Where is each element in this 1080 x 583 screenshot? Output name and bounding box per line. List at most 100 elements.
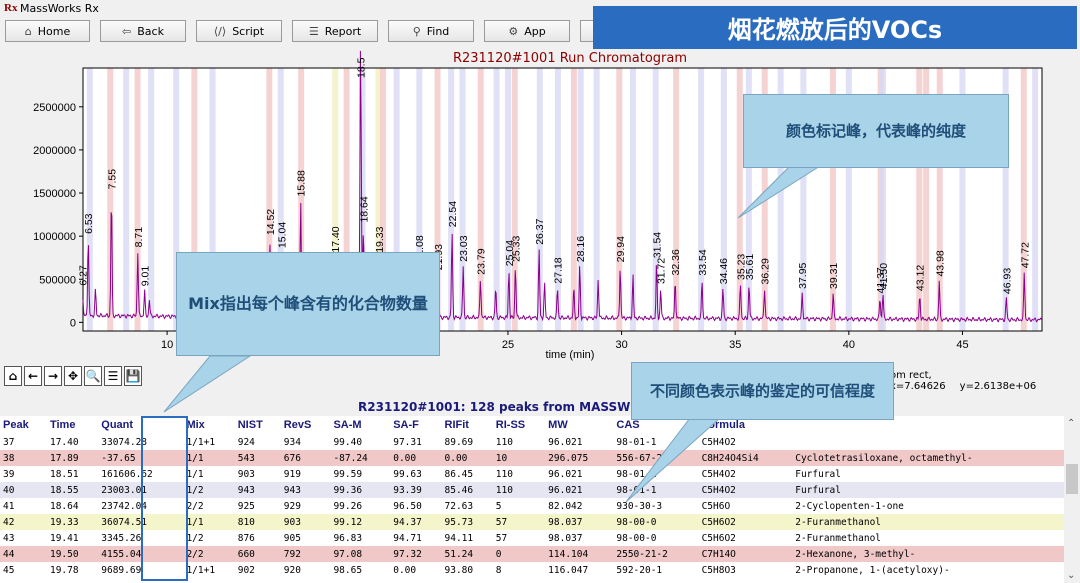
table-row[interactable]: 42 19.33 36074.51 1/1 810 903 99.12 94.37 95.73 5… [0,514,1064,530]
scroll-down-icon[interactable]: ⌄ [1067,570,1076,581]
table-cell: 660 [234,546,281,562]
table-cell: 1/1+1 [183,562,235,578]
peak-band [148,68,155,331]
table-header-row: Peak Time Quant Mix NIST RevS SA-M SA-F RIFit RI-… [0,416,1064,434]
peak-band [1032,68,1039,331]
title-bar: Rx MassWorks Rx [0,0,1080,18]
column-header[interactable]: RI-SS [492,416,546,434]
table-row[interactable]: 37 17.40 33074.28 1/1+1 924 934 99.40 97.31 89.6… [0,434,1064,450]
table-cell: 86.45 [441,466,493,482]
table-cell: 9689.69 [98,562,184,578]
table-row[interactable]: 39 18.51 161606.62 1/1 903 919 99.59 99.63 86.45… [0,466,1064,482]
peak-band [134,68,141,331]
peak-label: 23.79 [475,248,487,274]
table-cell: 905 [280,530,331,546]
column-header[interactable]: SA-M [330,416,391,434]
table-cell: 96.83 [330,530,391,546]
back-arrow-icon[interactable]: ← [24,366,42,386]
table-cell: 94.37 [390,514,442,530]
chromatogram-chart[interactable]: 0500000100000015000002000000250000010152… [0,44,1080,366]
column-header[interactable]: Time [46,416,99,434]
app-label: App [524,24,546,38]
table-cell: 543 [234,450,281,466]
column-header[interactable]: Quant [98,416,184,434]
table-row[interactable]: 43 19.41 3345.26 1/2 876 905 96.83 94.71 94.11 57… [0,530,1064,546]
scroll-up-icon[interactable]: ⌃ [1067,418,1076,429]
table-cell: 97.08 [330,546,391,562]
back-button[interactable]: ⇦ Back [100,20,186,42]
report-button[interactable]: ☰ Report [292,20,378,42]
table-cell: 93.80 [441,562,493,578]
table-cell: 2-Furanmethanol [792,514,1064,530]
find-button[interactable]: ⚲ Find [388,20,474,42]
table-cell: 161606.62 [98,466,184,482]
table-cell: 89.69 [441,434,493,450]
table-cell: 0.00 [441,450,493,466]
table-cell: 57 [492,530,546,546]
table-cell: 19.78 [46,562,99,578]
column-header[interactable]: RIFit [441,416,493,434]
table-cell: 82.042 [545,498,614,514]
peak-label: 31.72 [656,258,668,284]
forward-arrow-icon[interactable]: → [44,366,62,386]
table-cell: 99.63 [390,466,442,482]
peak-band [448,68,455,331]
column-header[interactable]: Peak [0,416,47,434]
script-button[interactable]: ⟨/⟩ Script [196,20,282,42]
table-row[interactable]: 38 17.89 -37.65 1/1 543 676 -87.24 0.00 0.00 10 29… [0,450,1064,466]
table-row[interactable]: 45 19.78 9689.69 1/1+1 902 920 98.65 0.00 93.80 8… [0,562,1064,578]
table-cell: 98-01-1 [613,434,699,450]
peak-label: 9.01 [140,266,152,287]
zoom-icon[interactable]: 🔍 [84,366,102,386]
table-cell: 98-01-1 [613,482,699,498]
pan-icon[interactable]: ✥ [64,366,82,386]
table-scrollbar[interactable]: ⌃ ⌄ [1064,416,1080,583]
table-cell: 934 [280,434,331,450]
x-tick-label: 35 [729,339,741,351]
table-cell: Cyclotetrasiloxane, octamethyl- [792,450,1064,466]
table-row[interactable]: 41 18.64 23742.04 2/2 925 929 99.26 96.50 72.63 5… [0,498,1064,514]
table-cell: 1/1 [183,514,235,530]
peak-band [879,68,886,331]
table-cell: C5H4O2 [698,482,793,498]
table-cell: C5H6O2 [698,514,793,530]
table-cell: 41 [0,498,47,514]
app-button[interactable]: ⚙ App [484,20,570,42]
configure-icon[interactable]: ☰ [104,366,122,386]
column-header[interactable] [792,416,1064,434]
y-tick-label: 500000 [39,274,76,286]
table-cell: 2-Hexanone, 3-methyl- [792,546,1064,562]
save-icon[interactable]: 💾 [124,366,142,386]
home-button[interactable]: ⌂ Home [5,20,90,42]
peak-label: 35.61 [744,254,756,280]
table-row[interactable]: 40 18.55 23003.01 1/2 943 943 99.36 93.39 85.46 1… [0,482,1064,498]
column-header[interactable]: RevS [280,416,331,434]
scroll-thumb[interactable] [1066,464,1078,494]
peak-band [511,68,518,331]
column-header[interactable]: SA-F [390,416,442,434]
chart-axes: 0500000100000015000002000000250000010152… [33,67,1043,351]
table-cell: 110 [492,482,546,498]
peak-band [298,68,305,331]
column-header[interactable]: NIST [234,416,281,434]
column-header[interactable]: Mix [183,416,235,434]
peak-label: 36.29 [760,258,772,284]
table-cell: 876 [234,530,281,546]
table-cell: 10 [492,450,546,466]
table-cell: 98.037 [545,514,614,530]
peak-label: 32.36 [670,249,682,275]
home-view-icon[interactable]: ⌂ [4,366,22,386]
table-row[interactable]: 44 19.50 4155.04 2/2 660 792 97.08 97.32 51.24 0 1… [0,546,1064,562]
column-header[interactable]: MW [545,416,614,434]
table-cell: 930-30-3 [613,498,699,514]
x-tick-label: 45 [956,339,968,351]
purity-callout: 颜色标记峰，代表峰的纯度 [743,94,1009,168]
peak-label: 6.27 [77,265,89,286]
table-cell: 19.41 [46,530,99,546]
find-label: Find [426,24,450,38]
peak-label: 14.52 [265,209,277,235]
peak-band [266,68,273,331]
table-cell: 98-00-0 [613,530,699,546]
peak-label: 39.31 [828,263,840,289]
table-cell: 2-Cyclopenten-1-one [792,498,1064,514]
